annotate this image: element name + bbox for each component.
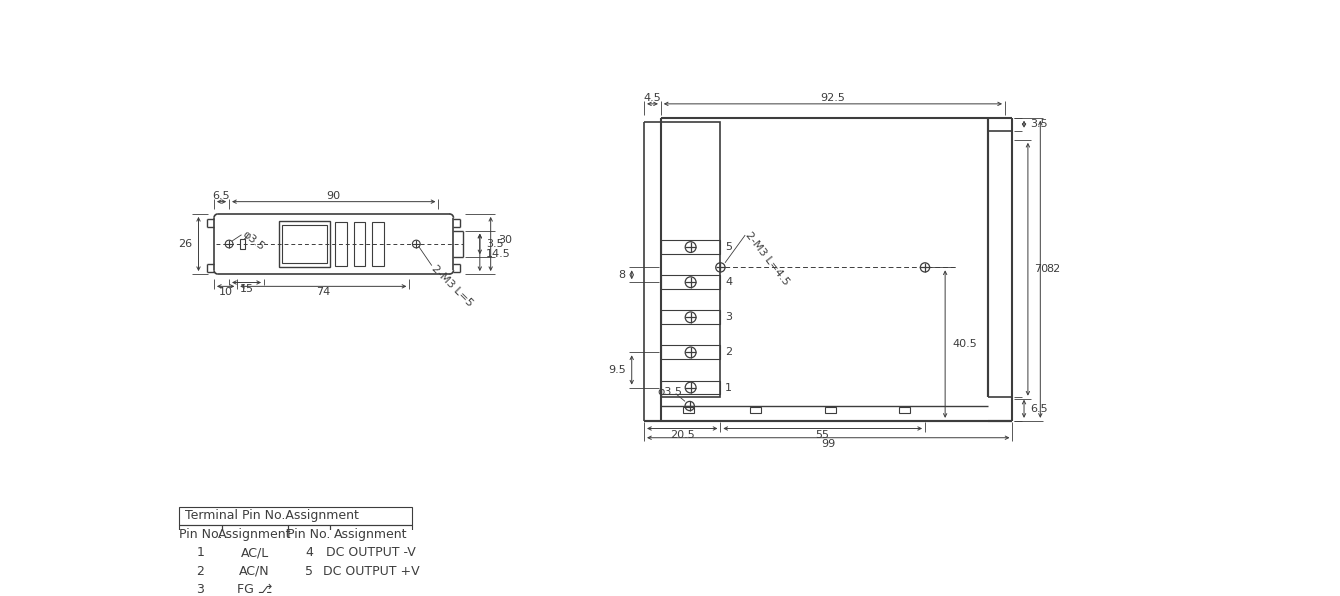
Text: 3.5: 3.5 [1030, 119, 1048, 129]
Text: 30: 30 [498, 235, 512, 245]
Bar [330, 562, 411, 581]
Text: 2-M3 L=4.5: 2-M3 L=4.5 [744, 229, 791, 287]
Text: 4.5: 4.5 [643, 94, 662, 104]
Bar [661, 381, 721, 395]
Bar [221, 581, 288, 596]
Text: 70: 70 [1034, 264, 1048, 274]
Text: 9.5: 9.5 [608, 365, 626, 375]
Text: 2: 2 [197, 565, 205, 578]
Bar [330, 544, 411, 562]
Text: 74: 74 [316, 287, 331, 297]
Bar [288, 581, 330, 596]
Bar [283, 225, 327, 263]
Bar [824, 407, 836, 414]
Bar [240, 240, 245, 249]
Text: 3: 3 [725, 312, 732, 322]
Bar [180, 562, 221, 581]
Bar [221, 525, 288, 544]
Text: 92.5: 92.5 [820, 94, 846, 104]
Bar [661, 275, 721, 289]
Bar [279, 222, 330, 266]
Text: 10: 10 [218, 287, 233, 297]
Bar [750, 407, 761, 414]
Bar [373, 222, 383, 266]
Bar [288, 525, 330, 544]
Text: 6.5: 6.5 [213, 191, 230, 201]
Text: 55: 55 [816, 430, 829, 440]
Bar [221, 562, 288, 581]
Text: 99: 99 [821, 439, 835, 449]
Bar [661, 346, 721, 359]
Bar [180, 525, 221, 544]
Text: 14.5: 14.5 [486, 249, 511, 259]
Text: 4: 4 [306, 547, 312, 559]
Text: 6.5: 6.5 [1030, 403, 1048, 414]
Bar [330, 525, 411, 544]
Bar [335, 222, 347, 266]
Text: DC OUTPUT -V: DC OUTPUT -V [326, 547, 415, 559]
Text: 1: 1 [197, 547, 205, 559]
Bar [683, 407, 694, 414]
Text: Pin No.: Pin No. [178, 528, 222, 541]
Text: 8: 8 [618, 270, 626, 280]
Text: 5: 5 [306, 565, 314, 578]
Text: Assignment: Assignment [334, 528, 407, 541]
Bar [180, 544, 221, 562]
Text: AC/L: AC/L [241, 547, 269, 559]
Text: 2-M3 L=5: 2-M3 L=5 [430, 263, 474, 309]
Text: 26: 26 [178, 239, 193, 249]
Text: 1: 1 [725, 383, 732, 393]
Bar [180, 581, 221, 596]
Text: φ3.5: φ3.5 [657, 387, 682, 397]
Bar [661, 122, 721, 397]
Text: DC OUTPUT +V: DC OUTPUT +V [323, 565, 419, 578]
Text: 40.5: 40.5 [953, 339, 978, 349]
Text: 2: 2 [725, 347, 732, 358]
Text: 20.5: 20.5 [670, 430, 694, 440]
Bar [330, 581, 411, 596]
Bar [288, 544, 330, 562]
Text: 4: 4 [725, 277, 732, 287]
Bar [288, 562, 330, 581]
Bar [899, 407, 910, 414]
Text: 3: 3 [197, 583, 205, 596]
Text: Terminal Pin No.Assignment: Terminal Pin No.Assignment [185, 510, 359, 522]
Bar [661, 311, 721, 324]
Text: Assignment: Assignment [218, 528, 291, 541]
Text: 90: 90 [327, 191, 340, 201]
Bar [180, 507, 411, 525]
Text: 5: 5 [725, 242, 732, 252]
Text: 15: 15 [240, 284, 253, 294]
Text: FG ⎇: FG ⎇ [237, 583, 272, 596]
Text: AC/N: AC/N [240, 565, 269, 578]
Text: φ3.5: φ3.5 [240, 229, 265, 253]
Text: 82: 82 [1047, 264, 1061, 274]
Text: Pin No.: Pin No. [287, 528, 331, 541]
Bar [354, 222, 364, 266]
Bar [221, 544, 288, 562]
Bar [661, 240, 721, 254]
Text: 3.5: 3.5 [486, 239, 504, 249]
